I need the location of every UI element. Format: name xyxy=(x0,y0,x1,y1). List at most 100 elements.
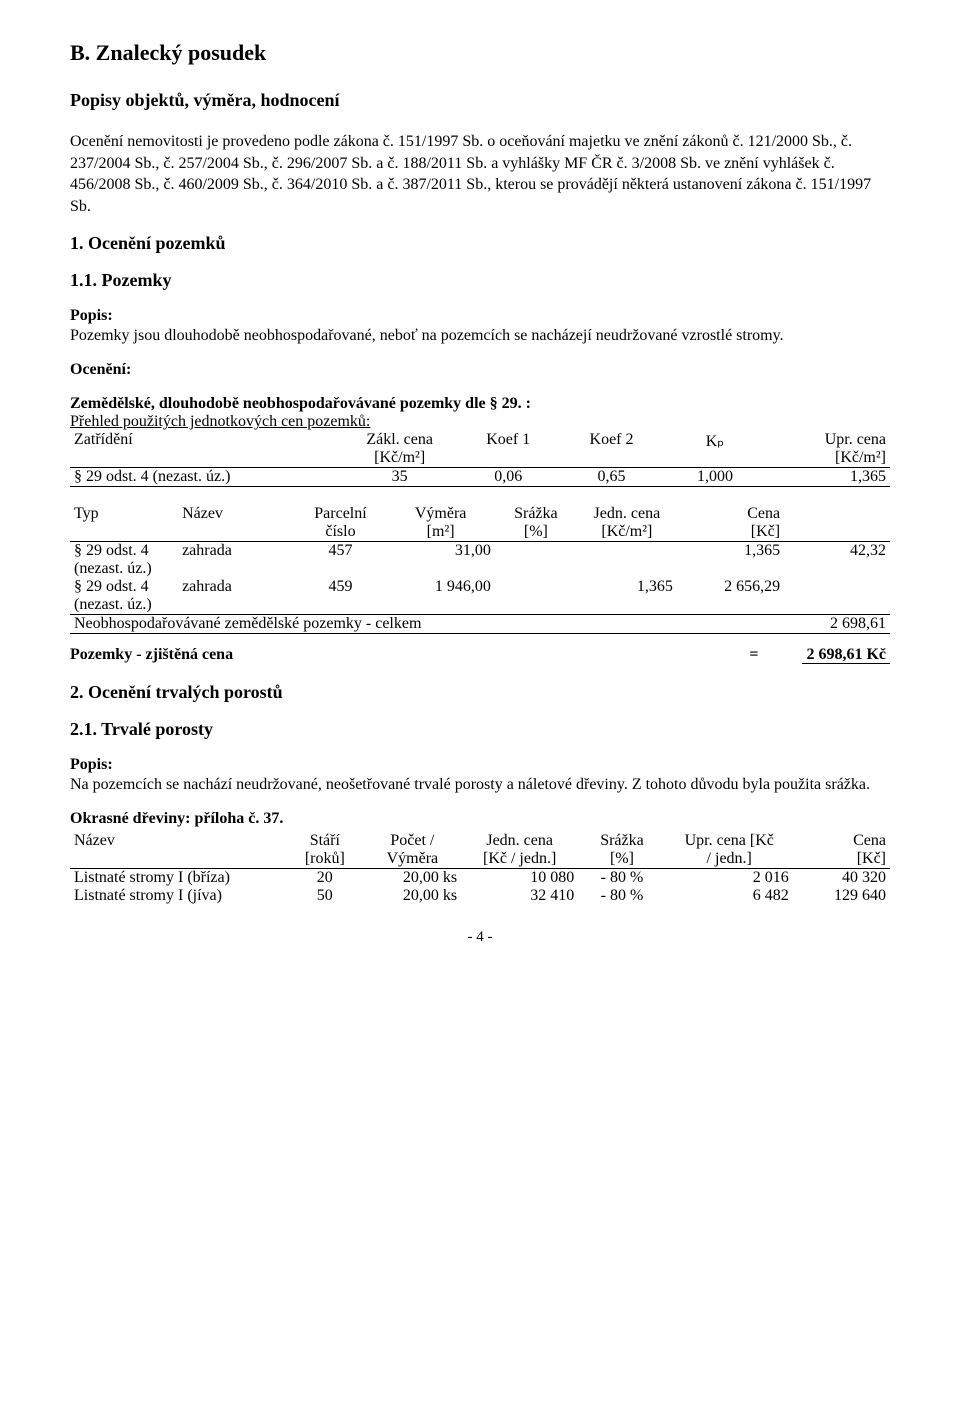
equals-sign: = xyxy=(749,646,758,664)
popis-block-2: Popis: Na pozemcích se nachází neudržova… xyxy=(70,756,890,794)
col-srazka: Srážka [%] xyxy=(578,832,666,869)
table-row: Listnaté stromy I (jíva) 50 20,00 ks 32 … xyxy=(70,887,890,905)
cell: 0,65 xyxy=(560,468,663,487)
table-row: § 29 odst. 4 (nezast. úz.) 35 0,06 0,65 … xyxy=(70,468,890,487)
cell: 20,00 ks xyxy=(364,887,462,905)
h2-1-title: 2.1. Trvalé porosty xyxy=(70,719,890,740)
cell: 35 xyxy=(343,468,457,487)
table-row: Listnaté stromy I (bříza) 20 20,00 ks 10… xyxy=(70,869,890,888)
col-jedn: Jedn. cena [Kč/m²] xyxy=(577,505,677,542)
cell: 32 410 xyxy=(461,887,578,905)
cell: Listnaté stromy I (jíva) xyxy=(70,887,286,905)
col-sr: Srážka [%] xyxy=(495,505,577,542)
label: číslo xyxy=(325,523,355,540)
cell: 1,365 xyxy=(577,578,677,614)
cell: 6 482 xyxy=(666,887,793,905)
unit-price-table: Zatřídění Zákl. cena [Kč/m²] Koef 1 Koef… xyxy=(70,431,890,487)
cell: 10 080 xyxy=(461,869,578,888)
cell: 20 xyxy=(286,869,364,888)
h1-1-title: 1.1. Pozemky xyxy=(70,270,890,291)
page: B. Znalecký posudek Popisy objektů, výmě… xyxy=(0,0,960,966)
col-k1: Koef 1 xyxy=(457,431,560,468)
col-pocet: Počet / Výměra xyxy=(364,832,462,869)
cell: 1,365 xyxy=(677,542,784,579)
cell: 1 946,00 xyxy=(386,578,494,614)
cell: § 29 odst. 4 (nezast. úz.) xyxy=(70,578,178,614)
page-number: - 4 - xyxy=(70,929,890,946)
col-cena: Cena [Kč] xyxy=(677,505,784,542)
label: Jedn. cena xyxy=(594,505,661,522)
zem-heading: Zemědělské, dlouhodobě neobhospodařováva… xyxy=(70,395,890,413)
cell: § 29 odst. 4 (nezast. úz.) xyxy=(70,542,178,579)
cell: - 80 % xyxy=(578,887,666,905)
label: § 29 odst. 4 xyxy=(74,578,149,595)
okrasne-table: Název Stáří [roků] Počet / Výměra Jedn. … xyxy=(70,832,890,905)
col-cena: Cena [Kč] xyxy=(793,832,890,869)
okrasne-heading: Okrasné dřeviny: příloha č. 37. xyxy=(70,810,890,828)
cell: 50 xyxy=(286,887,364,905)
table-row: Zatřídění Zákl. cena [Kč/m²] Koef 1 Koef… xyxy=(70,431,890,468)
label: [%] xyxy=(524,523,548,540)
cell xyxy=(495,542,577,579)
label: Jedn. cena xyxy=(486,832,553,849)
table-row: § 29 odst. 4 (nezast. úz.) zahrada 457 3… xyxy=(70,542,890,579)
cell: § 29 odst. 4 (nezast. úz.) xyxy=(70,468,343,487)
cell: 129 640 xyxy=(793,887,890,905)
table-row: § 29 odst. 4 (nezast. úz.) zahrada 459 1… xyxy=(70,578,890,614)
col-jedn: Jedn. cena [Kč / jedn.] xyxy=(461,832,578,869)
parcels-total: Neobhospodařovávané zemědělské pozemky -… xyxy=(70,614,890,634)
cell: - 80 % xyxy=(578,869,666,888)
cell: 31,00 xyxy=(386,542,494,579)
label: [m²] xyxy=(427,523,455,540)
cell: 459 xyxy=(295,578,387,614)
label: Počet / xyxy=(390,832,434,849)
label: [Kč/m²] xyxy=(601,523,652,540)
cell xyxy=(495,578,577,614)
col-nazev: Název xyxy=(70,832,286,869)
parcels-table: Typ Název Parcelní číslo Výměra [m²] Srá… xyxy=(70,505,890,614)
label: [Kč/m²] xyxy=(374,449,425,466)
col-vym: Výměra [m²] xyxy=(386,505,494,542)
popis-text-1: Pozemky jsou dlouhodobě neobhospodařovan… xyxy=(70,327,890,345)
h2-title: 2. Ocenění trvalých porostů xyxy=(70,682,890,703)
cell: 42,32 xyxy=(784,542,890,579)
pozemky-total: Pozemky - zjištěná cena = 2 698,61 Kč xyxy=(70,646,890,664)
label: [Kč] xyxy=(857,850,886,867)
cell: 1,000 xyxy=(663,468,767,487)
label: Srážka xyxy=(514,505,558,522)
oceneni-block: Ocenění: xyxy=(70,361,890,379)
label: (nezast. úz.) xyxy=(74,560,152,577)
total-value: 2 698,61 Kč xyxy=(802,646,890,664)
col-stari: Stáří [roků] xyxy=(286,832,364,869)
label: Cena xyxy=(747,505,780,522)
label: [%] xyxy=(610,850,634,867)
col-typ: Typ xyxy=(70,505,178,542)
total-label: Neobhospodařovávané zemědělské pozemky -… xyxy=(70,615,698,634)
cell: zahrada xyxy=(178,542,295,579)
oceneni-label: Ocenění: xyxy=(70,361,890,379)
section-b-title: B. Znalecký posudek xyxy=(70,40,890,66)
popis-label: Popis: xyxy=(70,307,890,325)
label: Srážka xyxy=(600,832,644,849)
popis-text-2: Na pozemcích se nachází neudržované, neo… xyxy=(70,776,890,794)
cell: 40 320 xyxy=(793,869,890,888)
col-zakl: Zákl. cena [Kč/m²] xyxy=(343,431,457,468)
cell xyxy=(577,542,677,579)
popisy-heading: Popisy objektů, výměra, hodnocení xyxy=(70,90,890,111)
cell: Listnaté stromy I (bříza) xyxy=(70,869,286,888)
label: (nezast. úz.) xyxy=(74,596,152,613)
label: § 29 odst. 4 xyxy=(74,542,149,559)
label: [Kč] xyxy=(751,523,780,540)
cell: 457 xyxy=(295,542,387,579)
label: Upr. cena [Kč xyxy=(685,832,774,849)
popis-label: Popis: xyxy=(70,756,890,774)
label: Výměra xyxy=(387,850,439,867)
label: [Kč/m²] xyxy=(835,449,886,466)
h1-title: 1. Ocenění pozemků xyxy=(70,233,890,254)
prehled-line: Přehled použitých jednotkových cen pozem… xyxy=(70,413,890,431)
cell: 1,365 xyxy=(767,468,890,487)
label: Cena xyxy=(853,832,886,849)
popis-block-1: Popis: Pozemky jsou dlouhodobě neobhospo… xyxy=(70,307,890,345)
intro-paragraph: Ocenění nemovitosti je provedeno podle z… xyxy=(70,131,890,217)
label: / jedn.] xyxy=(707,850,752,867)
